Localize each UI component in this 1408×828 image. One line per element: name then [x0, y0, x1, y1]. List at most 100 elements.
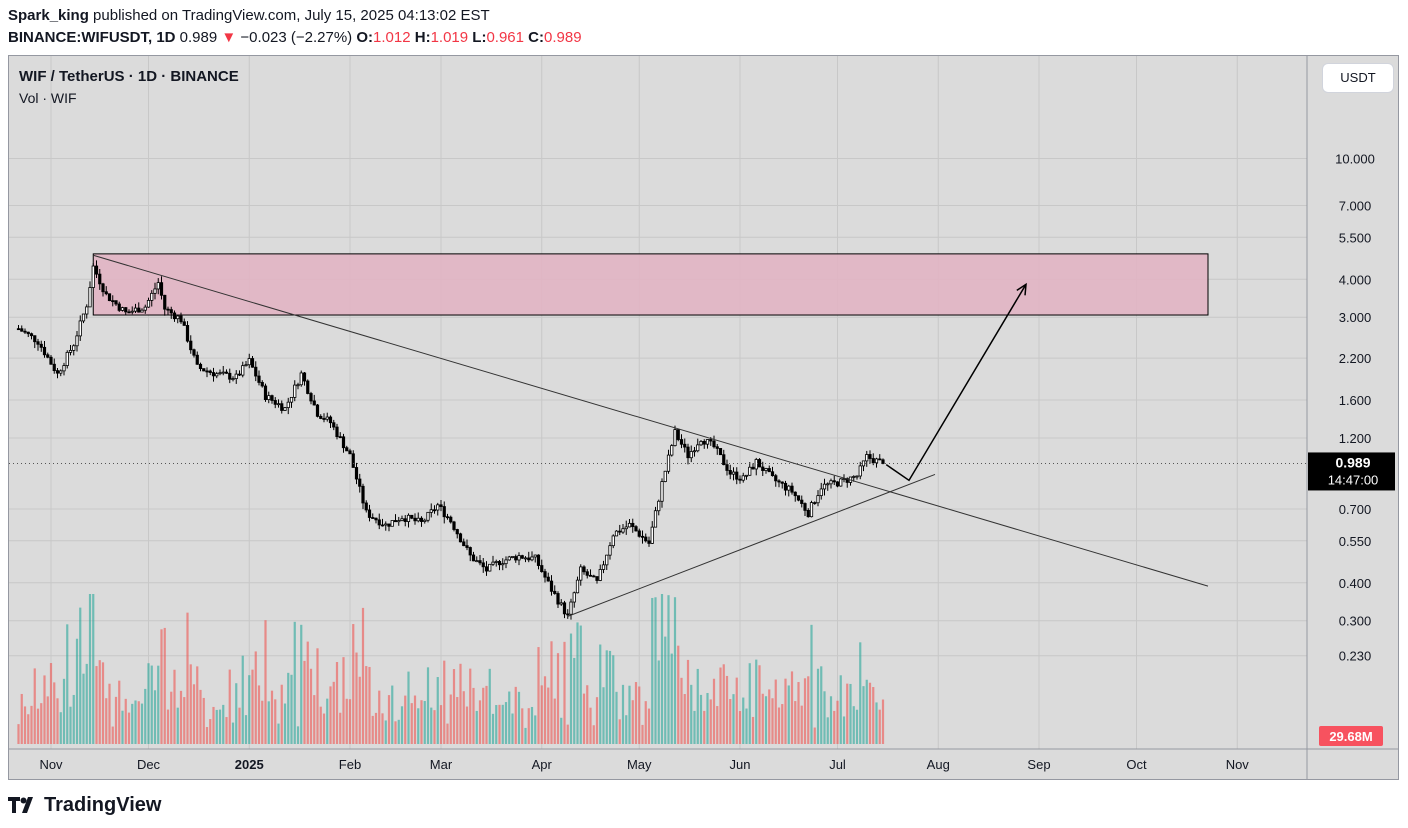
volume-bar	[384, 720, 387, 744]
date-tick-label: Jun	[730, 757, 751, 772]
volume-bar	[550, 641, 553, 744]
ascending-trendline	[567, 473, 936, 617]
volume-bar	[670, 653, 673, 744]
candle-body	[559, 602, 563, 605]
volume-bar	[807, 676, 810, 744]
descending-trendline	[93, 254, 1209, 587]
low-value: 0.961	[486, 29, 524, 46]
candle-body	[33, 335, 37, 343]
volume-bar	[803, 678, 807, 744]
volume-bar	[836, 700, 839, 744]
candle-body	[192, 349, 196, 356]
candle-body	[39, 343, 43, 348]
candle-body	[465, 545, 469, 548]
volume-bar	[553, 698, 556, 744]
volume-bar	[530, 706, 534, 744]
annotation-layer	[9, 254, 1307, 617]
volume-bar	[573, 657, 576, 744]
candle-body	[731, 471, 736, 475]
volume-bar	[306, 641, 309, 744]
volume-bar	[462, 691, 465, 744]
candle-body	[478, 560, 482, 564]
candle-body	[436, 504, 440, 511]
volume-bar	[677, 645, 680, 744]
volume-layer	[17, 594, 885, 744]
volume-bar	[345, 698, 348, 744]
candle-body	[189, 340, 193, 351]
candle-body	[647, 540, 651, 544]
candle-body	[517, 555, 521, 561]
currency-button[interactable]: USDT	[1322, 63, 1394, 93]
candle-body	[325, 416, 329, 420]
candle-body	[618, 530, 622, 533]
candle-body	[514, 556, 518, 561]
candle-body	[163, 294, 167, 310]
chart-frame[interactable]: 10.000 7.000 5.500 4.000 3.000 2.200 1.600 1.20…	[8, 55, 1399, 780]
volume-bar	[69, 706, 72, 744]
volume-bar	[75, 638, 79, 744]
candle-body	[237, 373, 242, 376]
volume-bar	[160, 629, 163, 744]
candle-body	[653, 510, 658, 528]
volume-bar	[228, 669, 231, 744]
volume-bar	[270, 690, 274, 744]
volume-badge	[1319, 726, 1383, 746]
candle-body	[650, 526, 654, 544]
volume-bar	[417, 708, 420, 744]
tradingview-logo-icon	[8, 797, 33, 813]
candle-body	[280, 403, 284, 411]
close-value: 0.989	[544, 29, 582, 46]
price-chart[interactable]: 10.000 7.000 5.500 4.000 3.000 2.200 1.600 1.20…	[9, 56, 1398, 779]
candle-body	[244, 364, 248, 367]
candle-body	[520, 555, 524, 559]
volume-bar	[443, 660, 446, 744]
volume-bar	[768, 689, 771, 744]
volume-bar	[30, 705, 33, 744]
candle-body	[124, 307, 128, 313]
volume-bar	[413, 695, 417, 744]
candle-body	[419, 517, 424, 522]
ohlc-line: BINANCE:WIFUSDT, 1D 0.989 ▼ −0.023 (−2.2…	[8, 28, 582, 48]
volume-bar	[488, 668, 491, 744]
volume-bar	[254, 651, 257, 744]
volume-bar	[108, 683, 111, 744]
candle-body	[406, 514, 411, 522]
volume-bar	[881, 699, 885, 744]
volume-bar	[36, 708, 40, 744]
candle-body	[205, 370, 209, 373]
candle-body	[75, 335, 79, 347]
candle-body	[627, 522, 632, 528]
candle-body	[42, 346, 47, 356]
candle-body	[761, 466, 765, 471]
volume-bar	[852, 706, 855, 744]
price-tick-label: 1.200	[1339, 431, 1372, 446]
candle-body	[146, 300, 151, 308]
volume-bar	[722, 664, 725, 744]
volume-bar	[407, 671, 410, 744]
candle-body	[712, 440, 716, 448]
volume-bar	[816, 668, 820, 744]
volume-bar	[651, 597, 654, 744]
candle-body	[341, 436, 346, 449]
volume-bar	[199, 689, 202, 744]
volume-bar	[829, 696, 833, 744]
volume-bar	[794, 701, 797, 744]
volume-bar	[381, 713, 384, 744]
candle-body	[718, 448, 723, 456]
high-value: 1.019	[430, 29, 469, 46]
candle-body	[218, 372, 222, 375]
volume-bar	[231, 722, 235, 744]
candle-body	[826, 483, 830, 486]
price-tick-label: 0.550	[1339, 534, 1372, 549]
price-tick-label: 0.400	[1339, 576, 1372, 591]
candle-body	[426, 511, 430, 521]
candle-body	[575, 579, 580, 594]
volume-bar	[196, 666, 199, 744]
candle-body	[354, 467, 359, 480]
volume-bar	[257, 685, 261, 744]
candle-body	[553, 590, 557, 594]
candle-body	[670, 445, 674, 456]
volume-bar	[92, 594, 95, 744]
volume-bar	[290, 674, 293, 744]
candle-body	[410, 514, 414, 519]
